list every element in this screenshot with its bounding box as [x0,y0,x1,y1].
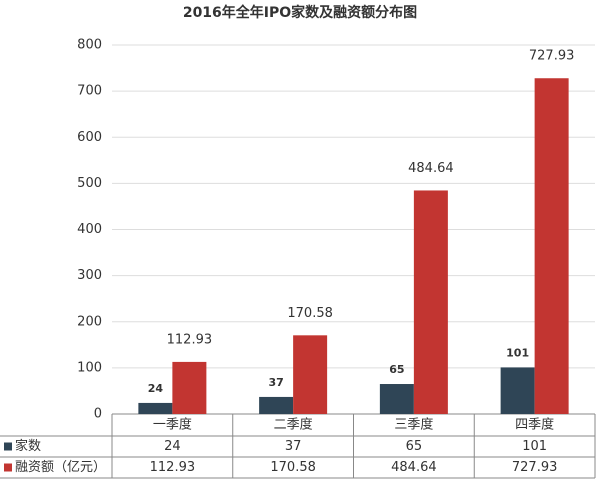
chart-title: 2016年全年IPO家数及融资额分布图 [183,4,417,21]
table-cell: 727.93 [512,460,558,475]
bar [293,335,328,414]
bar [500,367,535,414]
x-tick-label: 四季度 [515,417,554,433]
bar [138,402,173,414]
y-tick-label: 600 [77,130,102,145]
data-label: 24 [148,382,164,395]
table-cell: 112.93 [150,460,196,475]
y-tick-label: 0 [94,407,102,422]
table-cell: 101 [522,439,547,454]
data-label: 101 [506,346,529,359]
data-label: 727.93 [529,49,575,64]
data-label: 170.58 [287,306,333,321]
legend-label: 融资额（亿元） [15,460,106,475]
y-tick-label: 800 [77,38,102,53]
y-tick-label: 100 [77,360,102,375]
legend-label: 家数 [15,438,41,454]
bar [534,78,569,415]
data-label: 65 [389,363,404,376]
y-tick-label: 200 [77,314,102,329]
table-cell: 484.64 [391,460,437,475]
bar [379,384,414,414]
data-label: 112.93 [167,332,213,347]
data-label: 37 [268,376,283,389]
x-tick-label: 二季度 [274,417,313,433]
legend-swatch [4,463,12,472]
table-cell: 170.58 [270,460,316,475]
y-tick-label: 700 [77,84,102,99]
y-tick-label: 500 [77,176,102,191]
legend-swatch [4,442,12,451]
bar [259,396,294,414]
y-tick-label: 400 [77,222,102,237]
bar [413,190,448,414]
table-cell: 24 [164,439,181,454]
x-tick-label: 三季度 [394,417,433,433]
table-cell: 65 [406,439,423,454]
x-tick-label: 一季度 [153,417,192,433]
table-cell: 37 [285,439,302,454]
data-label: 484.64 [408,161,454,176]
bar [172,361,207,414]
y-tick-label: 300 [77,268,102,283]
